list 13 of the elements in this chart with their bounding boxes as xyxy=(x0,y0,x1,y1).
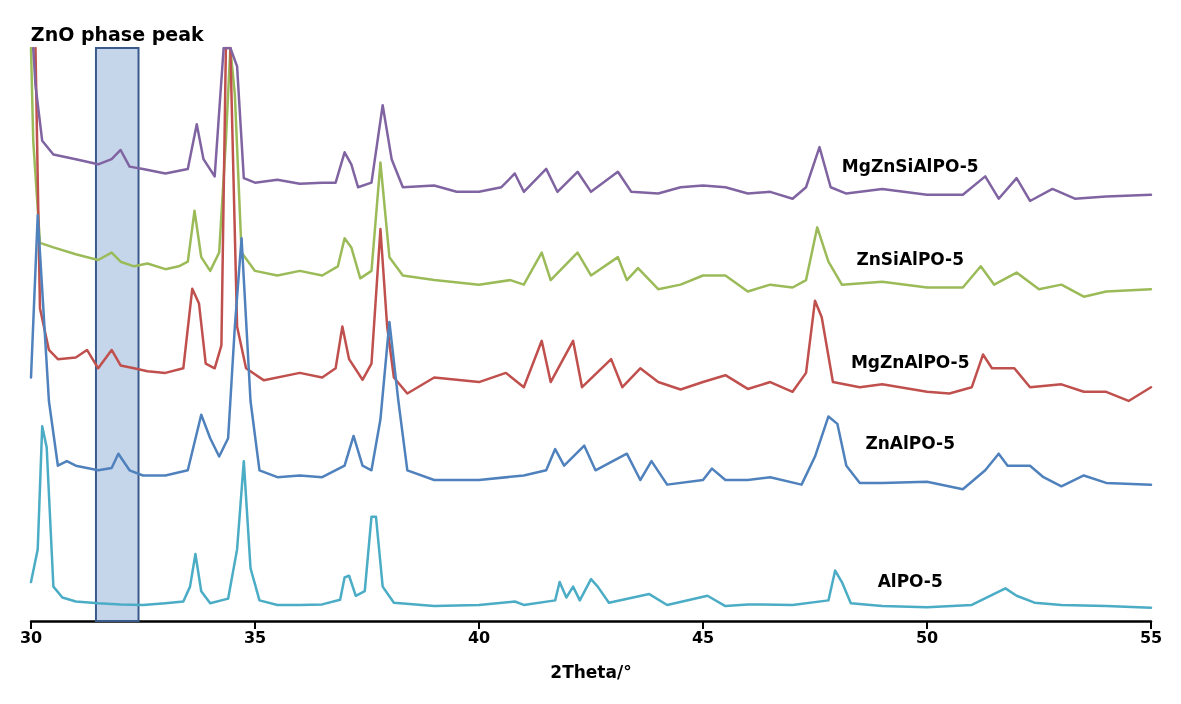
x-axis-title: 2Theta/° xyxy=(550,661,632,682)
x-tick-label: 30 xyxy=(19,627,43,647)
x-tick-label: 40 xyxy=(467,627,491,647)
x-tick-label: 35 xyxy=(243,627,267,647)
series-label: MgZnAlPO-5 xyxy=(850,351,970,372)
x-tick-label: 45 xyxy=(691,627,715,647)
series-label: MgZnSiAlPO-5 xyxy=(841,156,979,177)
series-label: ZnSiAlPO-5 xyxy=(856,249,964,270)
series-label: AlPO-5 xyxy=(877,570,943,591)
x-tick-label: 50 xyxy=(915,627,939,647)
band-label: ZnO phase peak xyxy=(30,22,204,45)
series-label: ZnAlPO-5 xyxy=(865,433,955,454)
x-tick-label: 55 xyxy=(1139,627,1163,647)
